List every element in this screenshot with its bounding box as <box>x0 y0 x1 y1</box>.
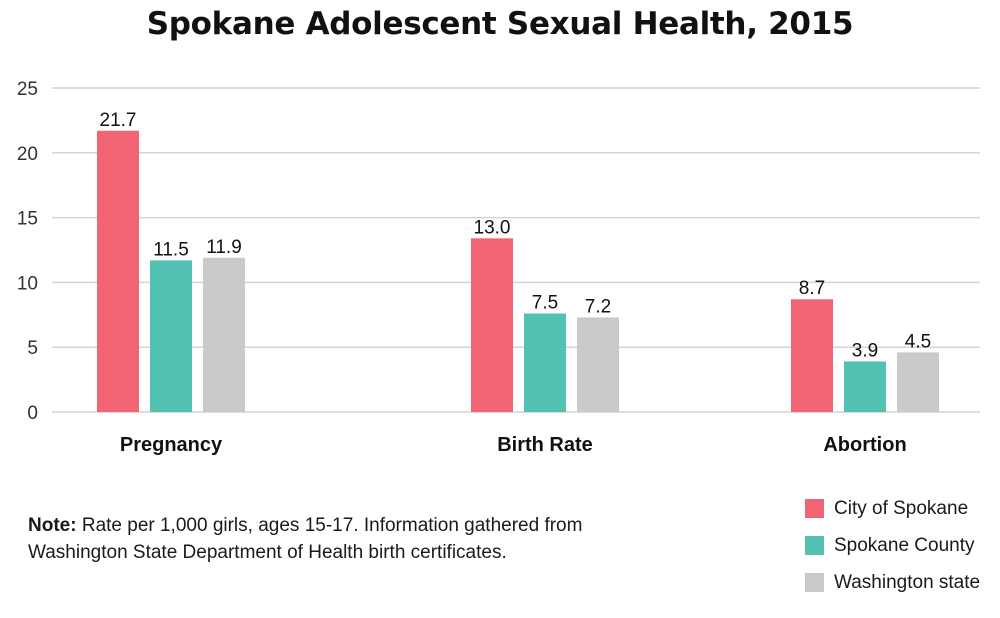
y-tick-label: 0 <box>27 403 38 424</box>
y-tick-label: 20 <box>17 144 38 165</box>
data-label: 13.0 <box>474 217 511 238</box>
bar-birth-rate-spokane-county <box>524 313 566 412</box>
legend-swatch <box>805 536 824 555</box>
data-label: 7.5 <box>532 293 558 314</box>
bar-abortion-washington-state <box>897 352 939 412</box>
y-tick-label: 15 <box>17 209 38 230</box>
bar-pregnancy-spokane-county <box>150 260 192 412</box>
bar-birth-rate-city-of-spokane <box>471 238 513 412</box>
legend-label: Spokane County <box>834 534 975 556</box>
legend: City of Spokane Spokane County Washington … <box>805 490 980 601</box>
category-label: Pregnancy <box>120 434 223 456</box>
legend-label: Washington state <box>834 571 981 593</box>
note: Note: Rate per 1,000 girls, ages 15-17. … <box>28 512 608 566</box>
category-label: Abortion <box>823 434 906 456</box>
note-text: Rate per 1,000 girls, ages 15-17. Inform… <box>28 515 583 563</box>
bar-pregnancy-city-of-spokane <box>97 130 139 412</box>
legend-item: City of Spokane <box>805 490 980 527</box>
y-tick-label: 10 <box>17 273 38 294</box>
bar-birth-rate-washington-state <box>577 317 619 412</box>
legend-label: City of Spokane <box>834 497 969 519</box>
bar-abortion-spokane-county <box>844 361 886 412</box>
bar-abortion-city-of-spokane <box>791 299 833 412</box>
y-axis-ticks: 0 5 10 15 20 25 <box>17 79 38 424</box>
data-label: 11.9 <box>206 237 242 258</box>
data-labels: 21.7 11.5 11.9 13.0 7.5 7.2 8.7 3.9 4.5 <box>100 110 932 362</box>
y-tick-label: 25 <box>17 79 38 100</box>
data-label: 11.5 <box>153 239 189 260</box>
legend-swatch <box>805 573 824 592</box>
data-label: 8.7 <box>799 278 825 299</box>
data-label: 3.9 <box>852 340 878 361</box>
bar-pregnancy-washington-state <box>203 257 245 412</box>
bars <box>97 130 939 412</box>
legend-item: Washington state <box>805 564 980 601</box>
category-label: Birth Rate <box>497 434 593 456</box>
note-label: Note: <box>28 515 77 536</box>
x-axis-categories: Pregnancy Birth Rate Abortion <box>120 434 907 456</box>
legend-item: Spokane County <box>805 527 980 564</box>
chart-title: Spokane Adolescent Sexual Health, 2015 <box>146 6 854 42</box>
y-tick-label: 5 <box>27 338 38 359</box>
data-label: 7.2 <box>585 296 611 317</box>
data-label: 4.5 <box>905 331 931 352</box>
legend-swatch <box>805 499 824 518</box>
data-label: 21.7 <box>100 110 137 131</box>
